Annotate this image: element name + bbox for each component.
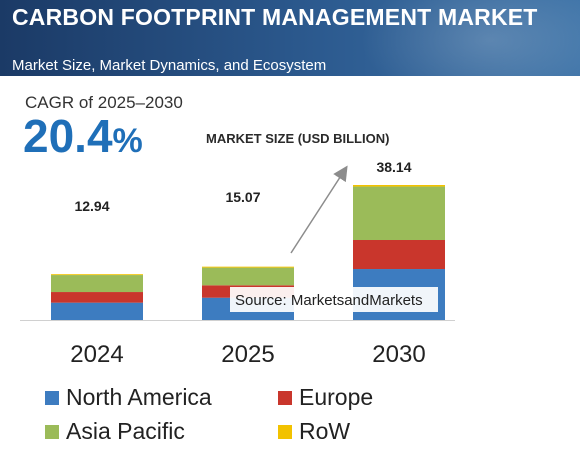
trend-arrow xyxy=(290,165,348,254)
total-label-2025: 15.07 xyxy=(225,189,260,205)
bar-segment-2024-north-america xyxy=(51,302,143,320)
header-banner: CARBON FOOTPRINT MANAGEMENT MARKET Marke… xyxy=(0,0,580,76)
bar-segment-2025-asia-pacific xyxy=(202,267,294,286)
bar-segment-2030-row xyxy=(353,185,445,187)
bar-segment-2025-row xyxy=(202,266,294,268)
cagr-unit: % xyxy=(112,122,143,160)
bar-segment-2030-europe xyxy=(353,240,445,270)
cagr-number: 20.4 xyxy=(23,110,113,162)
bar-segment-2030-asia-pacific xyxy=(353,186,445,241)
cagr-value: 20.4% xyxy=(23,113,143,159)
page-subtitle: Market Size, Market Dynamics, and Ecosys… xyxy=(12,57,327,74)
page-title: CARBON FOOTPRINT MANAGEMENT MARKET xyxy=(12,4,538,30)
total-label-2030: 38.14 xyxy=(376,159,411,175)
total-label-2024: 12.94 xyxy=(74,198,109,214)
source-annotation-bg xyxy=(230,287,438,312)
x-tick-label-2024: 2024 xyxy=(70,341,123,368)
bar-segment-2024-europe xyxy=(51,292,143,303)
chart-title: MARKET SIZE (USD BILLION) xyxy=(206,131,390,146)
bar-segment-2024-row xyxy=(51,274,143,276)
source-annotation: Source: MarketsandMarkets xyxy=(235,292,423,309)
x-tick-label-2030: 2030 xyxy=(372,341,425,368)
cagr-label: CAGR of 2025–2030 xyxy=(25,93,183,112)
bar-segment-2024-asia-pacific xyxy=(51,275,143,293)
x-tick-label-2025: 2025 xyxy=(221,341,274,368)
